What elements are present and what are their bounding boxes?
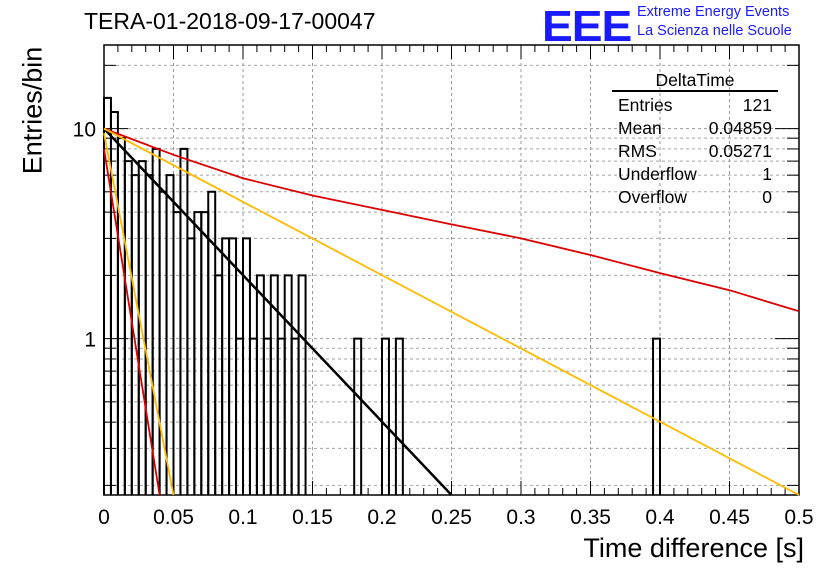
stat-value: 121 xyxy=(743,94,772,117)
histogram-bin xyxy=(278,339,285,495)
histogram-bin xyxy=(194,212,201,495)
stats-title: DeltaTime xyxy=(612,70,778,92)
logo-line-2: La Scienza nelle Scuole xyxy=(637,23,792,39)
x-tick-label: 0.45 xyxy=(709,506,750,529)
stat-label: Entries xyxy=(618,94,672,117)
stat-label: RMS xyxy=(618,140,657,163)
x-tick-label: 0.5 xyxy=(784,506,813,529)
x-tick-label: 0.3 xyxy=(506,506,535,529)
y-tick-label: 1 xyxy=(84,329,96,352)
histogram-bin xyxy=(125,161,132,495)
y-axis-label: Entries/bin xyxy=(18,36,49,186)
histogram-bin xyxy=(382,339,389,495)
histogram-bin xyxy=(354,339,361,495)
histogram-bin xyxy=(201,212,208,495)
histogram-bin xyxy=(187,238,194,495)
histogram-bin xyxy=(208,192,215,495)
stat-value: 0 xyxy=(762,186,772,209)
stat-label: Overflow xyxy=(618,186,687,209)
y-tick-label: 10 xyxy=(73,119,96,142)
histogram-bin xyxy=(396,339,403,495)
stat-label: Mean xyxy=(618,117,662,140)
chart-title: TERA-01-2018-09-17-00047 xyxy=(84,8,376,35)
histogram-bin xyxy=(132,175,139,495)
histogram-bin xyxy=(653,339,660,495)
stat-value: 1 xyxy=(762,163,772,186)
stat-value: 0.04859 xyxy=(709,117,772,140)
x-tick-label: 0.25 xyxy=(431,506,472,529)
histogram-bin xyxy=(174,212,181,495)
x-tick-label: 0.1 xyxy=(228,506,257,529)
stat-row-mean: Mean 0.04859 xyxy=(612,117,778,140)
stat-row-entries: Entries 121 xyxy=(612,94,778,117)
logo-line-1: Extreme Energy Events xyxy=(637,4,789,20)
histogram-bin xyxy=(292,339,299,495)
histogram-bin xyxy=(222,238,229,495)
stat-row-underflow: Underflow 1 xyxy=(612,163,778,186)
x-tick-label: 0.2 xyxy=(367,506,396,529)
histogram-bin xyxy=(153,149,160,495)
x-tick-label: 0.05 xyxy=(153,506,194,529)
x-tick-label: 0 xyxy=(98,506,110,529)
x-tick-label: 0.15 xyxy=(292,506,333,529)
stat-row-rms: RMS 0.05271 xyxy=(612,140,778,163)
histogram-bin xyxy=(250,339,257,495)
histogram-bin xyxy=(264,339,271,495)
histogram-bin xyxy=(167,175,174,495)
stat-row-overflow: Overflow 0 xyxy=(612,186,778,209)
eee-logo: EEE xyxy=(542,2,631,52)
x-tick-label: 0.4 xyxy=(645,506,675,529)
histogram-bin xyxy=(229,238,236,495)
histogram-bin xyxy=(180,149,187,495)
histogram-bin xyxy=(236,339,243,495)
stats-box: DeltaTime Entries 121 Mean 0.04859 RMS 0.05… xyxy=(612,70,778,209)
x-tick-label: 0.35 xyxy=(570,506,611,529)
x-axis-label: Time difference [s] xyxy=(583,533,804,564)
histogram-bin xyxy=(111,112,118,495)
stat-value: 0.05271 xyxy=(709,140,772,163)
stat-label: Underflow xyxy=(618,163,697,186)
